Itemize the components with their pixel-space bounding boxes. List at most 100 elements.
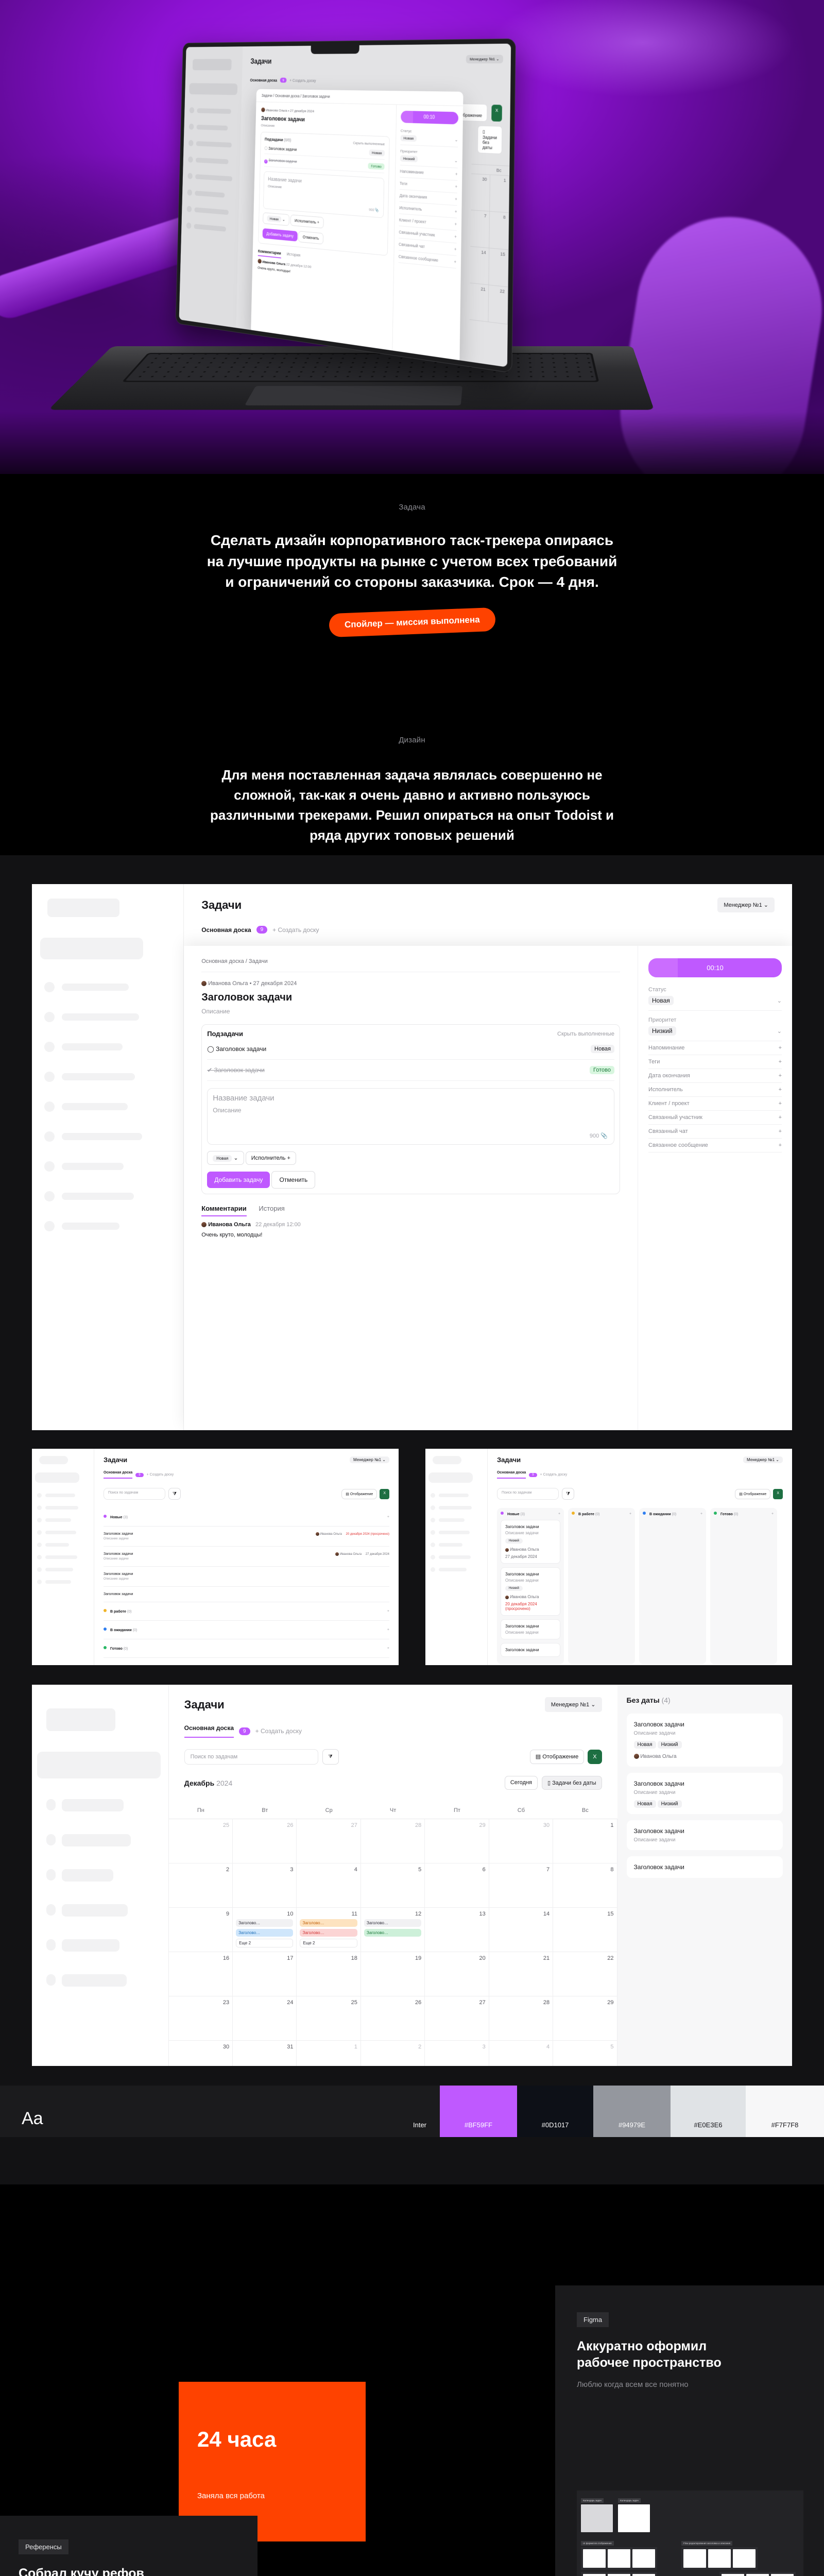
excel-export-icon[interactable]: X: [588, 1750, 602, 1764]
tab-comments[interactable]: Комментарии: [258, 248, 281, 259]
task-description[interactable]: Описание: [201, 1008, 230, 1015]
board-tab[interactable]: Основная доска: [201, 926, 251, 934]
create-board[interactable]: + Создать доску: [255, 1727, 302, 1735]
new-task-input[interactable]: Название задачи: [213, 1094, 274, 1103]
display-button[interactable]: ▤ Отображение: [529, 1750, 585, 1764]
group-header[interactable]: В работе (0) +: [104, 1602, 389, 1621]
field-row[interactable]: Теги +: [648, 1055, 782, 1069]
comment-date: 22 декабря 12:00: [286, 262, 312, 269]
calendar-event[interactable]: Заголово…: [236, 1919, 294, 1927]
excel-export-icon[interactable]: X: [380, 1488, 389, 1499]
task-row[interactable]: Заголовок задачи Описание задачи: [104, 1567, 389, 1587]
task-row[interactable]: Заголовок задачи Описание задачи Иванова…: [104, 1527, 389, 1547]
keyboard: [122, 352, 599, 382]
field-row[interactable]: Связанное сообщение +: [648, 1139, 782, 1153]
field-row[interactable]: Связанный участник +: [648, 1111, 782, 1125]
calendar-event[interactable]: Заголово…: [300, 1929, 357, 1937]
manager-dropdown[interactable]: Менеджер №1 ⌄: [717, 897, 775, 912]
calendar-day-12[interactable]: 12 Заголово… Заголово…: [361, 1908, 425, 1952]
avatar: [201, 1222, 207, 1227]
kanban-card[interactable]: Заголовок задачи Описание задачи Низкий …: [501, 1520, 561, 1564]
screenshot-task-list: Задачи Менеджер №1 ⌄ Основная доска 9 + …: [32, 1449, 399, 1665]
status-select[interactable]: Новая ⌄: [207, 1151, 244, 1165]
manager-dropdown[interactable]: Менеджер №1 ⌄: [466, 55, 504, 64]
today-button[interactable]: Сегодня: [504, 1776, 538, 1790]
no-date-button[interactable]: ▯ Задачи без даты: [542, 1776, 602, 1790]
calendar-event[interactable]: Заголово…: [300, 1919, 357, 1927]
manager-dropdown[interactable]: Менеджер №1 ⌄: [743, 1456, 783, 1463]
kanban-column: Готово (0) +: [710, 1508, 778, 1664]
search-input[interactable]: Поиск по задачам: [184, 1749, 318, 1765]
side-card[interactable]: Заголовок задачи Описание задачи: [626, 1820, 783, 1850]
group-header[interactable]: Готово (0) +: [104, 1639, 389, 1658]
task-row[interactable]: Заголовок задачи: [104, 1587, 389, 1602]
task-date: 27 декабря 2024: [290, 108, 314, 113]
manager-dropdown[interactable]: Менеджер №1 ⌄: [544, 1697, 602, 1712]
status-select[interactable]: Новая ⌄: [263, 212, 290, 226]
display-button[interactable]: ▤ Отображение: [341, 1488, 377, 1499]
board-tabs[interactable]: Основная доска 9 + Создать доску: [250, 77, 316, 83]
status-value[interactable]: Новая: [400, 134, 417, 142]
create-board[interactable]: + Создать доску: [272, 926, 319, 934]
board-tab[interactable]: Основная доска: [184, 1724, 234, 1738]
kanban-card[interactable]: Заголовок задачи Описание задачи: [501, 1619, 561, 1639]
calendar-area: ▤ Отображение X ▯ Задачи без даты Вс: [450, 103, 510, 367]
calendar-day-10[interactable]: 10 Заголово… Заголово… Еще 2: [233, 1908, 297, 1952]
field-row[interactable]: Клиент / проект +: [648, 1097, 782, 1111]
board-tab[interactable]: Основная доска: [104, 1471, 133, 1479]
hours-value: 24 часа: [197, 2427, 277, 2451]
calendar-day-11[interactable]: 11 Заголово… Заголово… Еще 2: [297, 1908, 361, 1952]
subtask[interactable]: ✔ Заголовок задачи: [207, 1066, 265, 1074]
app-main: Задачи Менеджер №1 ⌄ Основная доска 9 + …: [236, 43, 511, 367]
display-button[interactable]: ▤ Отображение: [735, 1488, 771, 1499]
side-card[interactable]: Заголовок задачи Описание задачи Новая Н…: [626, 1773, 783, 1814]
board-tab[interactable]: Основная доска: [497, 1471, 526, 1479]
task-row[interactable]: Заголовок задачи Описание задачи Иванова…: [104, 1547, 389, 1567]
create-board-button[interactable]: + Создать доску: [289, 78, 316, 83]
kanban-card[interactable]: Заголовок задачи: [501, 1643, 561, 1657]
calendar-event[interactable]: Заголово…: [236, 1929, 294, 1937]
filter-icon[interactable]: ⧩: [168, 1488, 181, 1500]
timer[interactable]: 00:10: [648, 958, 782, 977]
field-row[interactable]: Связанный чат +: [648, 1125, 782, 1139]
add-task-button[interactable]: Добавить задачу: [207, 1172, 270, 1188]
subtask[interactable]: ◯ Заголовок задачи: [207, 1045, 267, 1053]
search-input[interactable]: Поиск по задачам: [497, 1488, 559, 1500]
tab-comments[interactable]: Комментарии: [201, 1205, 247, 1216]
subtask-title: Заголовок задачи: [268, 158, 297, 164]
side-card[interactable]: Заголовок задачи Описание задачи Новая Н…: [626, 1714, 783, 1767]
side-card[interactable]: Заголовок задачи: [626, 1856, 783, 1878]
group-header[interactable]: Новые (3) +: [104, 1508, 389, 1527]
excel-export-icon[interactable]: X: [773, 1488, 783, 1499]
calendar-event[interactable]: Заголово…: [364, 1929, 422, 1937]
calendar-event[interactable]: Заголово…: [364, 1919, 422, 1927]
field-row[interactable]: Напоминание +: [648, 1041, 782, 1055]
calendar-more[interactable]: Еще 2: [236, 1939, 294, 1947]
task-timer[interactable]: 00:10: [401, 110, 459, 125]
hide-done-link[interactable]: Скрыть выполненные: [353, 140, 385, 146]
manager-dropdown[interactable]: Менеджер №1 ⌄: [349, 1456, 389, 1463]
cancel-button[interactable]: Отменить: [271, 1171, 316, 1189]
checkbox-checked-icon[interactable]: ✓: [264, 159, 268, 164]
field-row[interactable]: Исполнитель +: [648, 1083, 782, 1097]
assignee-select[interactable]: Исполнитель +: [245, 1151, 296, 1165]
no-date-tasks-button[interactable]: ▯ Задачи без даты: [477, 125, 503, 155]
filter-icon[interactable]: ⧩: [322, 1749, 339, 1765]
tab-history[interactable]: История: [286, 251, 301, 258]
filter-icon[interactable]: ⧩: [562, 1488, 575, 1500]
detail-right: 00:10 Статус Новая ⌄ Приоритет Низкий ⌄ На…: [638, 946, 792, 1430]
cancel-button[interactable]: Отменить: [298, 231, 324, 245]
field-row[interactable]: Дата окончания +: [648, 1069, 782, 1083]
search-input[interactable]: Поиск по задачам: [104, 1488, 166, 1500]
calendar-more[interactable]: Еще 2: [300, 1939, 357, 1947]
priority-value[interactable]: Низкий: [400, 155, 418, 163]
checkbox-icon[interactable]: [264, 146, 268, 150]
kanban-card[interactable]: Заголовок задачи Описание задачи Низкий …: [501, 1567, 561, 1616]
assignee-select[interactable]: Исполнитель +: [290, 214, 324, 229]
group-header[interactable]: В ожидании (0) +: [104, 1621, 389, 1639]
excel-export-icon[interactable]: X: [491, 104, 503, 123]
add-task-button[interactable]: Добавить задачу: [262, 228, 298, 242]
tab-history[interactable]: История: [259, 1205, 285, 1212]
calendar-toolbar: ▤ Отображение X: [450, 103, 510, 123]
